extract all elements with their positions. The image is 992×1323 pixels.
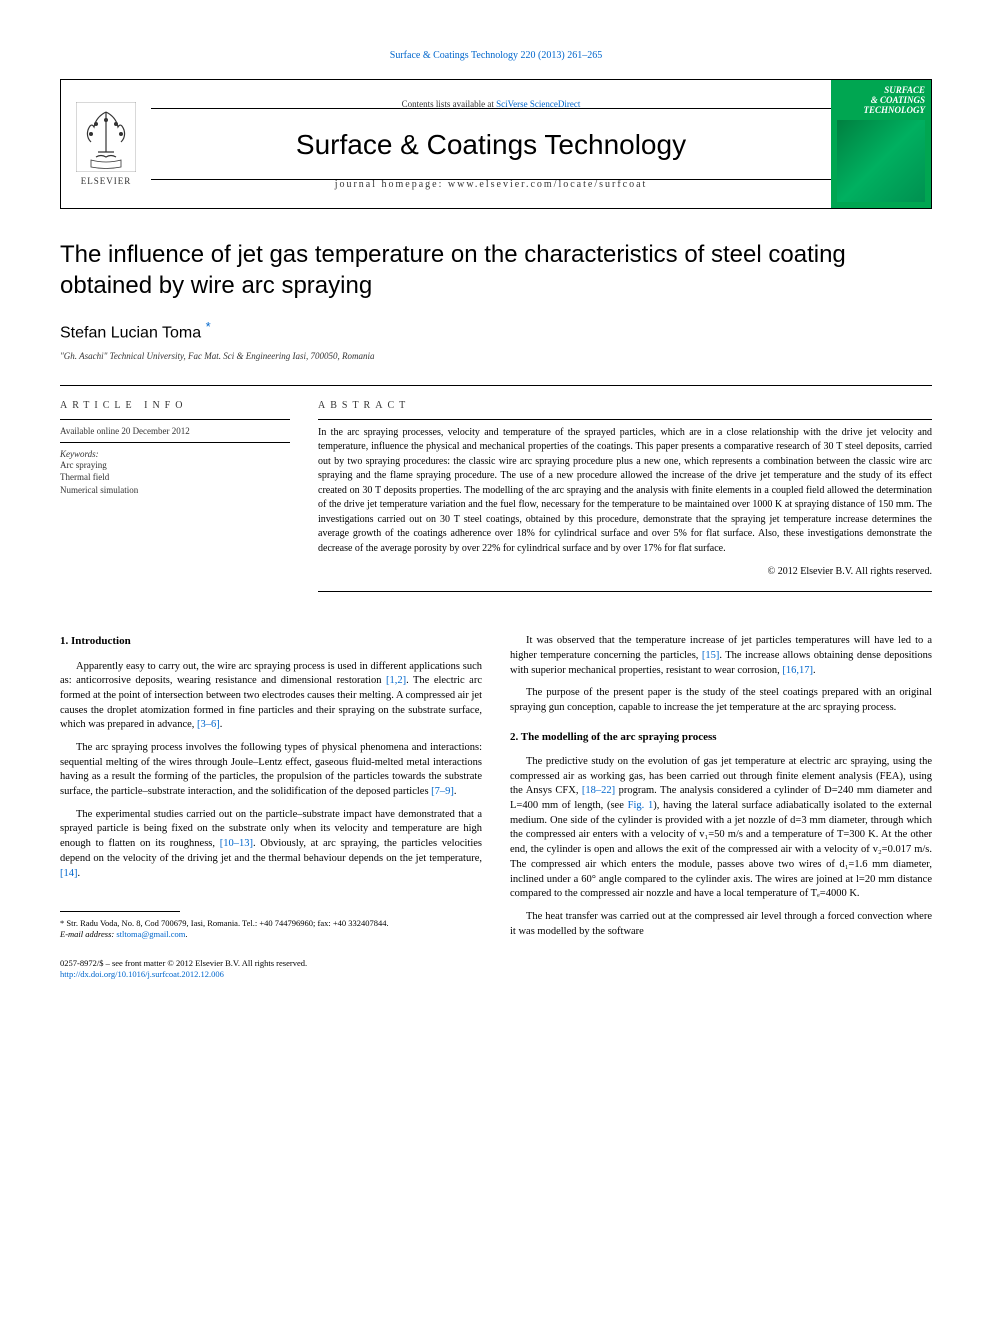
abstract-bottom-rule	[318, 591, 932, 592]
author-name[interactable]: Stefan Lucian Toma	[60, 325, 201, 342]
intro-p2-text-a: The arc spraying process involves the fo…	[60, 742, 482, 797]
available-online-line: Available online 20 December 2012	[60, 426, 290, 436]
header-center: Contents lists available at SciVerse Sci…	[151, 80, 831, 208]
abstract-header: ABSTRACT	[318, 400, 932, 411]
footnote-address: * Str. Radu Voda, No. 8, Cod 700679, Ias…	[60, 918, 482, 929]
col2-para-2: The purpose of the present paper is the …	[510, 686, 932, 715]
doi-link[interactable]: http://dx.doi.org/10.1016/j.surfcoat.201…	[60, 969, 482, 980]
body-column-right: It was observed that the temperature inc…	[510, 620, 932, 980]
ref-link-14[interactable]: [14]	[60, 868, 78, 879]
abstract-col: ABSTRACT In the arc spraying processes, …	[318, 400, 932, 593]
fig-1-link[interactable]: Fig. 1	[628, 800, 654, 811]
intro-para-3: The experimental studies carried out on …	[60, 808, 482, 881]
ref-link-10-13[interactable]: [10–13]	[220, 838, 253, 849]
homepage-prefix: journal homepage:	[335, 179, 448, 190]
ref-link-15[interactable]: [15]	[702, 650, 720, 661]
keyword-3: Numerical simulation	[60, 484, 290, 497]
cover-image-placeholder	[837, 120, 925, 202]
author-email[interactable]: stltoma@gmail.com	[116, 929, 185, 939]
intro-para-1: Apparently easy to carry out, the wire a…	[60, 660, 482, 733]
article-info-header: ARTICLE INFO	[60, 400, 290, 411]
col2-p1-text-c: .	[813, 665, 816, 676]
col2-para-1: It was observed that the temperature inc…	[510, 634, 932, 678]
contents-prefix: Contents lists available at	[402, 99, 496, 109]
info-abstract-row: ARTICLE INFO Available online 20 Decembe…	[60, 385, 932, 593]
cover-line-3: TECHNOLOGY	[837, 106, 925, 116]
info-divider-2	[60, 442, 290, 443]
journal-citation-header: Surface & Coatings Technology 220 (2013)…	[60, 50, 932, 61]
corresponding-footnote: * Str. Radu Voda, No. 8, Cod 700679, Ias…	[60, 918, 482, 940]
issn-line: 0257-8972/$ – see front matter © 2012 El…	[60, 958, 482, 969]
journal-title: Surface & Coatings Technology	[296, 129, 686, 161]
keyword-1: Arc spraying	[60, 459, 290, 472]
body-column-left: 1. Introduction Apparently easy to carry…	[60, 620, 482, 980]
elsevier-tree-icon	[76, 102, 136, 172]
mod-p1-text-c: ), having the lateral surface adiabatica…	[510, 800, 932, 899]
keyword-2: Thermal field	[60, 471, 290, 484]
intro-p3-text-c: .	[78, 868, 81, 879]
citation-text[interactable]: Surface & Coatings Technology 220 (2013)…	[390, 50, 602, 61]
ref-link-16-17[interactable]: [16,17]	[782, 665, 813, 676]
homepage-url[interactable]: www.elsevier.com/locate/surfcoat	[448, 179, 647, 190]
corresponding-mark[interactable]: *	[206, 319, 211, 334]
intro-para-2: The arc spraying process involves the fo…	[60, 741, 482, 800]
modelling-para-2: The heat transfer was carried out at the…	[510, 910, 932, 939]
publisher-logo-box: ELSEVIER	[61, 80, 151, 208]
abstract-divider	[318, 419, 932, 420]
cover-title: SURFACE & COATINGS TECHNOLOGY	[837, 86, 925, 116]
heading-modelling: 2. The modelling of the arc spraying pro…	[510, 730, 932, 745]
heading-introduction: 1. Introduction	[60, 634, 482, 649]
footer-meta: 0257-8972/$ – see front matter © 2012 El…	[60, 958, 482, 980]
article-title: The influence of jet gas temperature on …	[60, 239, 932, 301]
footnote-separator	[60, 911, 180, 912]
author-line: Stefan Lucian Toma *	[60, 319, 932, 342]
journal-header-box: ELSEVIER Contents lists available at Sci…	[60, 79, 932, 209]
abstract-text: In the arc spraying processes, velocity …	[318, 426, 932, 557]
body-two-columns: 1. Introduction Apparently easy to carry…	[60, 620, 932, 980]
intro-p2-text-b: .	[454, 786, 457, 797]
modelling-para-1: The predictive study on the evolution of…	[510, 755, 932, 902]
info-divider-1	[60, 419, 290, 420]
sciencedirect-link[interactable]: SciVerse ScienceDirect	[496, 99, 580, 109]
ref-link-18-22[interactable]: [18–22]	[582, 785, 615, 796]
abstract-copyright: © 2012 Elsevier B.V. All rights reserved…	[318, 566, 932, 577]
contents-list-line: Contents lists available at SciVerse Sci…	[402, 99, 581, 109]
email-suffix: .	[185, 929, 187, 939]
article-info-col: ARTICLE INFO Available online 20 Decembe…	[60, 400, 290, 593]
affiliation: "Gh. Asachi" Technical University, Fac M…	[60, 351, 932, 361]
email-label: E-mail address:	[60, 929, 116, 939]
journal-homepage-line: journal homepage: www.elsevier.com/locat…	[335, 179, 648, 190]
ref-link-3-6[interactable]: [3–6]	[197, 719, 220, 730]
intro-p1-text-c: .	[220, 719, 223, 730]
ref-link-1-2[interactable]: [1,2]	[386, 675, 406, 686]
footnote-email-line: E-mail address: stltoma@gmail.com.	[60, 929, 482, 940]
ref-link-7-9[interactable]: [7–9]	[431, 786, 454, 797]
journal-cover-thumb: SURFACE & COATINGS TECHNOLOGY	[831, 80, 931, 208]
elsevier-label: ELSEVIER	[81, 176, 132, 186]
keywords-label: Keywords:	[60, 449, 290, 459]
